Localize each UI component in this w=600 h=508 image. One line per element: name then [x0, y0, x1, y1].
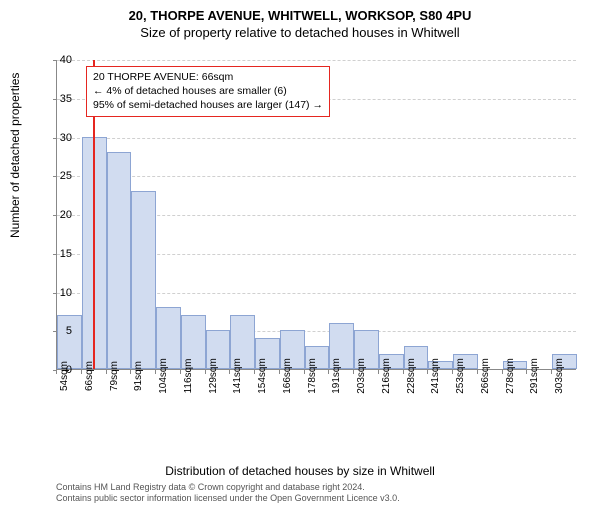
ytick-label: 15 — [48, 248, 72, 260]
ytick-label: 0 — [48, 364, 72, 376]
annotation-line2: ← 4% of detached houses are smaller (6) — [93, 84, 323, 98]
xtick-label: 291sqm — [529, 358, 540, 394]
annotation-line1: 20 THORPE AVENUE: 66sqm — [93, 70, 323, 84]
xtick-label: 66sqm — [84, 361, 95, 391]
xtick-label: 116sqm — [183, 359, 194, 394]
xtick-label: 178sqm — [307, 358, 318, 394]
xtick-mark — [378, 370, 379, 374]
xtick-label: 79sqm — [109, 361, 120, 391]
xtick-label: 191sqm — [331, 358, 342, 394]
xtick-mark — [403, 370, 404, 374]
y-axis-label: Number of detached properties — [8, 73, 22, 238]
xtick-mark — [254, 370, 255, 374]
ytick-label: 35 — [48, 93, 72, 105]
ytick-label: 30 — [48, 132, 72, 144]
page-title-sub: Size of property relative to detached ho… — [0, 25, 600, 40]
xtick-mark — [477, 370, 478, 374]
xtick-mark — [304, 370, 305, 374]
footer-line1: Contains HM Land Registry data © Crown c… — [56, 482, 400, 493]
ytick-label: 40 — [48, 54, 72, 66]
xtick-label: 129sqm — [208, 358, 219, 394]
xtick-label: 203sqm — [356, 358, 367, 394]
xtick-label: 91sqm — [133, 361, 144, 391]
gridline — [57, 176, 576, 177]
chart-container: 20 THORPE AVENUE: 66sqm ← 4% of detached… — [56, 60, 576, 420]
histogram-bar — [131, 191, 156, 369]
ytick-label: 25 — [48, 170, 72, 182]
xtick-label: 216sqm — [381, 358, 392, 394]
xtick-label: 241sqm — [430, 358, 441, 394]
xtick-label: 141sqm — [232, 358, 243, 394]
x-axis-label: Distribution of detached houses by size … — [0, 464, 600, 478]
xtick-mark — [205, 370, 206, 374]
xtick-mark — [427, 370, 428, 374]
xtick-mark — [452, 370, 453, 374]
footer-line2: Contains public sector information licen… — [56, 493, 400, 504]
xtick-mark — [106, 370, 107, 374]
gridline — [57, 138, 576, 139]
xtick-mark — [353, 370, 354, 374]
annotation-box: 20 THORPE AVENUE: 66sqm ← 4% of detached… — [86, 66, 330, 117]
page-title-main: 20, THORPE AVENUE, WHITWELL, WORKSOP, S8… — [0, 8, 600, 23]
ytick-label: 20 — [48, 209, 72, 221]
xtick-mark — [502, 370, 503, 374]
xtick-mark — [180, 370, 181, 374]
xtick-mark — [130, 370, 131, 374]
xtick-mark — [551, 370, 552, 374]
ytick-label: 5 — [48, 325, 72, 337]
xtick-mark — [229, 370, 230, 374]
gridline — [57, 60, 576, 61]
xtick-mark — [155, 370, 156, 374]
xtick-label: 228sqm — [406, 358, 417, 394]
xtick-label: 278sqm — [505, 358, 516, 394]
xtick-label: 266sqm — [480, 358, 491, 394]
xtick-mark — [81, 370, 82, 374]
xtick-label: 154sqm — [257, 358, 268, 394]
xtick-label: 104sqm — [158, 358, 169, 394]
annotation-line3: 95% of semi-detached houses are larger (… — [93, 98, 323, 112]
footer-attribution: Contains HM Land Registry data © Crown c… — [56, 482, 400, 505]
ytick-label: 10 — [48, 287, 72, 299]
xtick-label: 166sqm — [282, 358, 293, 394]
xtick-mark — [279, 370, 280, 374]
xtick-label: 303sqm — [554, 358, 565, 394]
xtick-label: 253sqm — [455, 358, 466, 394]
histogram-bar — [107, 152, 132, 369]
xtick-mark — [328, 370, 329, 374]
xtick-mark — [526, 370, 527, 374]
